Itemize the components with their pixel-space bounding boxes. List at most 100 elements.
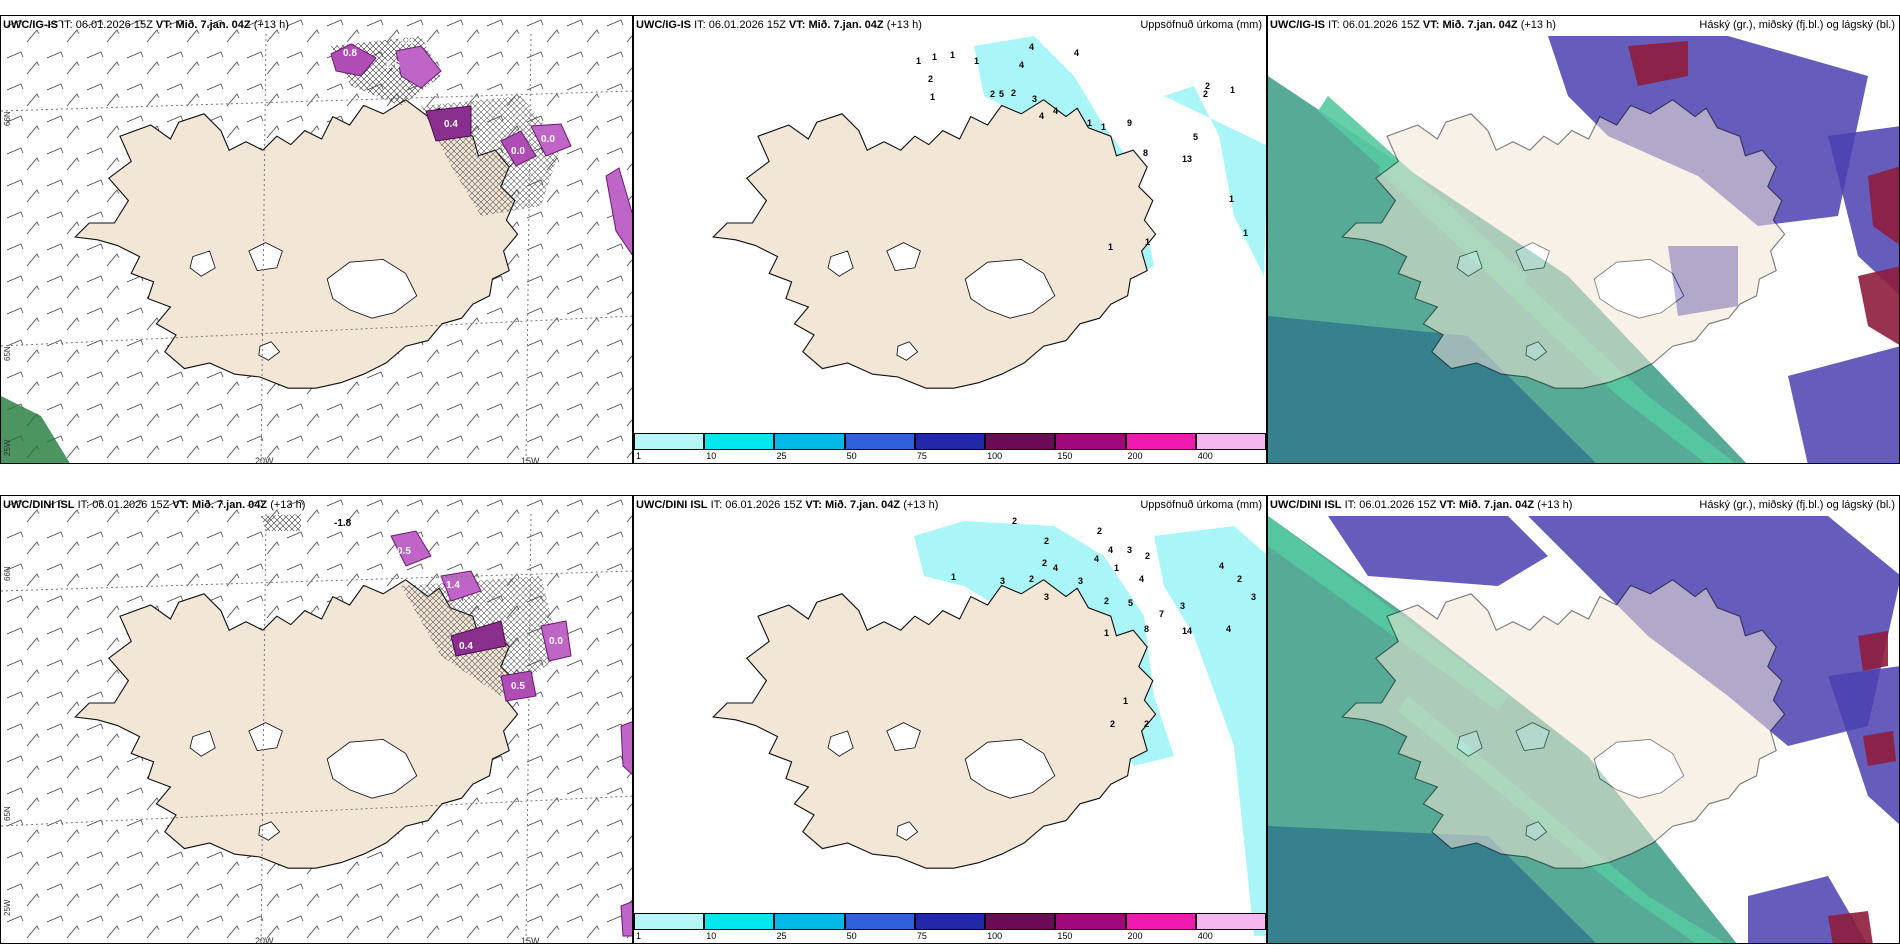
legend-label: 25 xyxy=(776,931,787,941)
lon-label: 20W xyxy=(255,456,274,464)
precip-value: 1 xyxy=(1230,85,1236,95)
it-value: 06.01.2026 15Z xyxy=(1359,499,1437,511)
precip-value: 13 xyxy=(1182,154,1193,164)
legend-swatch xyxy=(844,433,915,450)
legend-swatch xyxy=(844,913,915,930)
panel-header: UWC/DINI ISL IT: 06.01.2026 15Z VT: Mið.… xyxy=(634,496,1266,514)
map-canvas xyxy=(712,36,1266,389)
precip-value: 1 xyxy=(1114,563,1120,573)
vt-label: VT: xyxy=(805,499,822,511)
panel-title: Uppsöfnuð úrkoma (mm) xyxy=(1140,19,1262,31)
vt-value: Mið. 7.jan. 04Z xyxy=(1458,499,1535,511)
precip-value: 1 xyxy=(1104,628,1110,638)
lon-label: 20W xyxy=(255,936,274,944)
it-value: 06.01.2026 15Z xyxy=(1342,19,1420,31)
precip-value: 4 xyxy=(1108,545,1114,555)
precip-value: 4 xyxy=(1219,561,1225,571)
precip-value: 2 xyxy=(990,89,996,99)
lead-time: (+13 h) xyxy=(886,19,922,31)
legend-label: 400 xyxy=(1197,451,1213,461)
vt-value: Mið. 7.jan. 04Z xyxy=(1442,19,1518,31)
lat-label: 25W xyxy=(3,439,12,456)
map-canvas xyxy=(1268,516,1899,943)
icing-value: 1.4 xyxy=(446,580,460,591)
model-name: UWC/DINI ISL xyxy=(1270,499,1342,511)
legend-swatch xyxy=(1195,433,1266,450)
lat-label: 25W xyxy=(3,899,12,916)
precip-value: 1 xyxy=(974,56,980,66)
precip-value: 4 xyxy=(1139,574,1145,584)
legend-swatch xyxy=(985,913,1056,930)
legend-swatch xyxy=(634,433,705,450)
precip-value: 4 xyxy=(1053,563,1059,573)
legend-swatch xyxy=(1195,913,1266,930)
precip-value: 4 xyxy=(1094,554,1100,564)
precip-value: 8 xyxy=(1143,148,1149,158)
precip-value: 3 xyxy=(1127,545,1133,555)
legend-swatch xyxy=(914,433,986,450)
vt-value: Mið. 7.jan. 04Z xyxy=(175,19,251,31)
precip-value: 1 xyxy=(930,92,936,102)
precip-value: 1 xyxy=(1108,242,1114,252)
precip-value: 2 xyxy=(1237,574,1243,584)
wind-icing-map-dini: UWC/DINI ISL IT: 06.01.2026 15Z VT: Mið.… xyxy=(0,495,633,944)
precip-value: 2 xyxy=(1029,574,1035,584)
legend-label: 10 xyxy=(706,451,717,461)
precip-value: 4 xyxy=(1226,624,1232,634)
it-label: IT: xyxy=(710,499,723,511)
legend-label: 200 xyxy=(1127,451,1143,461)
icing-value: 0.5 xyxy=(397,546,411,557)
it-label: IT: xyxy=(77,499,90,511)
lead-time: (+13 h) xyxy=(903,499,939,511)
lat-label: 65N xyxy=(3,806,12,821)
precip-value: 1 xyxy=(1145,237,1151,247)
precip-map-dini: UWC/DINI ISL IT: 06.01.2026 15Z VT: Mið.… xyxy=(633,495,1267,944)
it-value: 06.01.2026 15Z xyxy=(725,499,803,511)
precip-value: 1 xyxy=(1087,118,1093,128)
it-label: IT: xyxy=(694,19,706,31)
icing-value: 2.6 xyxy=(386,60,400,71)
legend-swatch xyxy=(1125,433,1196,450)
map-canvas xyxy=(1268,36,1899,463)
precip-value: 4 xyxy=(1074,48,1080,58)
cloud-map-ig-is: UWC/IG-IS IT: 06.01.2026 15Z VT: Mið. 7.… xyxy=(1267,15,1900,464)
legend-swatch xyxy=(1055,913,1126,930)
legend-swatch xyxy=(774,433,845,450)
icing-value: 0.4 xyxy=(444,119,458,130)
model-name: UWC/IG-IS xyxy=(1270,19,1325,31)
model-name: UWC/DINI ISL xyxy=(3,499,75,511)
icing-value: -1.8 xyxy=(334,518,352,529)
icing-value: 1.0 xyxy=(429,88,443,99)
icing-value: 0.0 xyxy=(511,146,525,157)
panel-header: UWC/DINI ISL IT: 06.01.2026 15Z VT: Mið.… xyxy=(1,496,632,514)
vt-value: Mið. 7.jan. 04Z xyxy=(808,19,884,31)
panel-header: UWC/IG-IS IT: 06.01.2026 15Z VT: Mið. 7.… xyxy=(634,16,1266,34)
map-canvas xyxy=(712,521,1266,936)
lon-label: 15W xyxy=(521,936,540,944)
lat-label: 66N xyxy=(3,111,12,126)
lon-label: 15W xyxy=(521,456,540,464)
precip-value: 2 xyxy=(928,74,934,84)
it-value: 06.01.2026 15Z xyxy=(75,19,153,31)
legend-label: 10 xyxy=(706,931,717,941)
map-canvas xyxy=(1,496,632,943)
icing-value: -1.5 xyxy=(396,36,414,47)
vt-label: VT: xyxy=(788,19,806,31)
precip-value: 3 xyxy=(1044,592,1050,602)
precip-value: 14 xyxy=(1182,626,1193,636)
legend-label: 150 xyxy=(1057,451,1073,461)
model-name: UWC/IG-IS xyxy=(3,19,58,31)
precip-value: 3 xyxy=(1180,601,1186,611)
precip-value: 3 xyxy=(1000,576,1006,586)
precip-value: 2 xyxy=(1044,536,1050,546)
legend-label: 50 xyxy=(846,451,857,461)
panel-title: Háský (gr.), miðský (fj.bl.) og lágský (… xyxy=(1699,19,1895,31)
precip-value: 3 xyxy=(1251,592,1257,602)
legend-label: 1 xyxy=(636,931,642,941)
precip-value: 3 xyxy=(1078,576,1084,586)
vt-value: Mið. 7.jan. 04Z xyxy=(824,499,901,511)
vt-label: VT: xyxy=(155,19,173,31)
precip-value: 2 xyxy=(1144,719,1150,729)
precip-value: 1 xyxy=(1123,696,1129,706)
precip-value: 4 xyxy=(1039,111,1045,121)
